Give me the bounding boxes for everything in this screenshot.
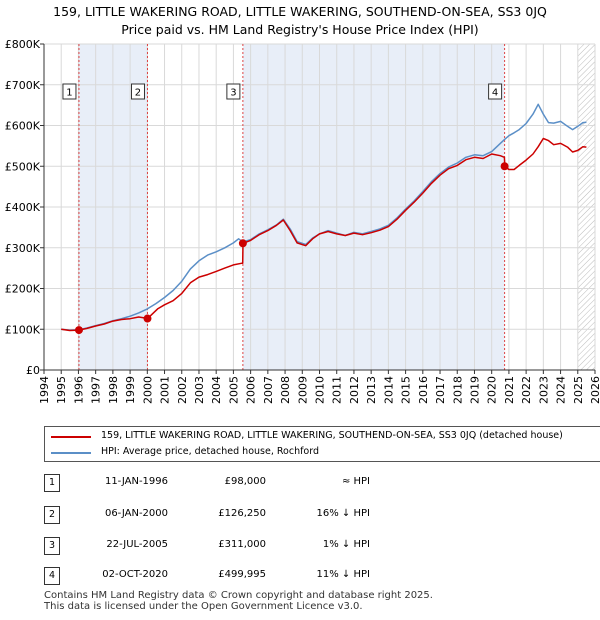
transaction-marker-label: 2 [135, 88, 141, 99]
transaction-date: 11-JAN-1996 [104, 476, 168, 487]
y-tick-label: £300K [5, 242, 41, 255]
transaction-number: 3 [44, 537, 60, 555]
transaction-marker-label: 1 [66, 88, 72, 99]
x-tick-label: 2013 [365, 376, 378, 404]
price-chart: 1 2 3 4 £0 £100K £200K £300K £400K £500K £600K £70… [5, 38, 600, 404]
transaction-hpi-delta: 1% ↓ HPI [322, 539, 370, 550]
y-tick-label: £800K [5, 38, 41, 51]
transaction-number: 2 [44, 506, 60, 524]
x-tick-label: 2024 [555, 376, 568, 404]
footer-licence: This data is licensed under the Open Gov… [44, 601, 363, 612]
x-tick-label: 2009 [296, 376, 309, 404]
table-row: 2 06-JAN-2000 £126,250 16% ↓ HPI [0, 506, 600, 524]
legend-label-hpi: HPI: Average price, detached house, Roch… [101, 446, 320, 457]
y-tick-label: £700K [5, 79, 41, 92]
x-tick-label: 1994 [38, 376, 51, 404]
transaction-marker-label: 3 [230, 88, 236, 99]
transaction-hpi-delta: 16% ↓ HPI [316, 508, 370, 519]
transaction-price: £311,000 [218, 539, 266, 550]
x-tick-label: 2004 [210, 376, 223, 404]
x-tick-label: 1999 [124, 376, 137, 404]
x-tick-label: 2014 [382, 376, 395, 404]
y-tick-label: £400K [5, 201, 41, 214]
transaction-marker-box [130, 83, 145, 100]
y-tick-label: £500K [5, 160, 41, 173]
transaction-point [238, 239, 247, 248]
x-tick-label: 2015 [400, 376, 413, 404]
transaction-hpi-delta: 11% ↓ HPI [316, 569, 370, 580]
transaction-price: £126,250 [218, 508, 266, 519]
x-tick-label: 2007 [262, 376, 275, 404]
legend-swatch-property [51, 436, 91, 438]
transaction-point [500, 162, 509, 171]
x-tick-label: 1996 [72, 376, 85, 404]
transaction-number: 1 [44, 474, 60, 492]
x-tick-label: 2003 [193, 376, 206, 404]
property-series-line [61, 137, 587, 332]
transaction-marker-label: 4 [492, 88, 498, 99]
chart-subtitle: Price paid vs. HM Land Registry's House … [121, 22, 479, 37]
footer-copyright: Contains HM Land Registry data © Crown c… [44, 590, 433, 601]
y-tick-label: £600K [5, 120, 41, 133]
transaction-price: £98,000 [224, 476, 266, 487]
transaction-date: 22-JUL-2005 [106, 539, 168, 550]
y-tick-label: £100K [5, 323, 41, 336]
chart-title-address: 159, LITTLE WAKERING ROAD, LITTLE WAKERI… [53, 4, 547, 19]
transaction-date: 06-JAN-2000 [104, 508, 168, 519]
legend-label-property: 159, LITTLE WAKERING ROAD, LITTLE WAKERI… [101, 430, 563, 441]
table-row: 1 11-JAN-1996 £98,000 ≈ HPI [0, 474, 600, 492]
table-row: 4 02-OCT-2020 £499,995 11% ↓ HPI [0, 567, 600, 585]
legend-swatch-hpi [51, 452, 91, 454]
transaction-price: £499,995 [218, 569, 266, 580]
x-tick-label: 1997 [90, 376, 103, 404]
transaction-marker-box [226, 83, 241, 100]
x-tick-label: 2011 [331, 376, 344, 404]
x-tick-label: 2006 [245, 376, 258, 404]
x-tick-label: 2022 [520, 376, 533, 404]
transaction-hpi-delta: ≈ HPI [341, 476, 370, 487]
table-row: 3 22-JUL-2005 £311,000 1% ↓ HPI [0, 537, 600, 555]
x-tick-label: 2023 [537, 376, 550, 404]
transaction-number: 4 [44, 567, 60, 585]
x-tick-label: 2021 [503, 376, 516, 404]
x-tick-label: 2020 [486, 376, 499, 404]
x-tick-label: 1995 [55, 376, 68, 404]
x-tick-label: 2008 [279, 376, 292, 404]
x-tick-label: 2012 [348, 376, 361, 404]
x-tick-label: 2017 [434, 376, 447, 404]
x-tick-label: 2010 [314, 376, 327, 404]
x-tick-label: 2002 [176, 376, 189, 404]
x-tick-label: 2018 [451, 376, 464, 404]
x-tick-label: 2025 [572, 376, 585, 404]
y-tick-label: £200K [5, 283, 41, 296]
transaction-date: 02-OCT-2020 [102, 569, 168, 580]
x-tick-label: 2016 [417, 376, 430, 404]
transaction-point [143, 314, 152, 323]
y-tick-label: £0 [26, 364, 40, 377]
x-tick-label: 1998 [107, 376, 120, 404]
transaction-marker-box [62, 83, 77, 100]
x-tick-label: 2005 [227, 376, 240, 404]
chart-legend: 159, LITTLE WAKERING ROAD, LITTLE WAKERI… [44, 426, 600, 462]
transaction-marker-box [488, 83, 503, 100]
x-tick-label: 2000 [141, 376, 154, 404]
transaction-point [74, 326, 83, 335]
x-tick-label: 2019 [468, 376, 481, 404]
x-tick-label: 2001 [159, 376, 172, 404]
x-tick-label: 2026 [589, 376, 600, 404]
